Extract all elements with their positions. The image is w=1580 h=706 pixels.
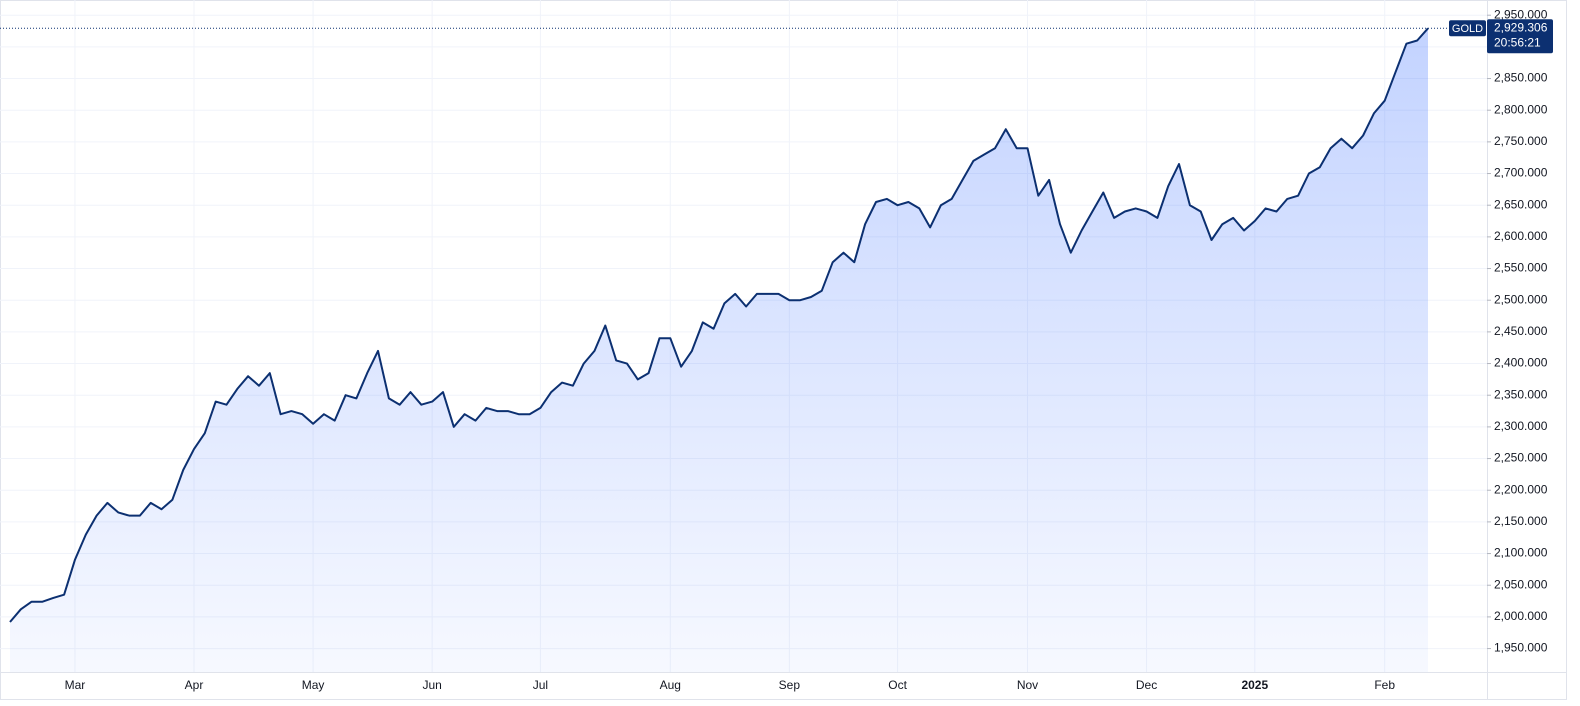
y-tick-label: 2,300.000: [1494, 419, 1548, 433]
y-tick-label: 2,000.000: [1494, 609, 1548, 623]
symbol-tag: [1449, 20, 1486, 37]
y-tick-label: 2,850.000: [1494, 71, 1548, 85]
y-tick-label: 1,950.000: [1494, 641, 1548, 655]
y-tick-label: 2,950.000: [1494, 7, 1548, 21]
symbol-label: GOLD: [1452, 23, 1483, 35]
y-tick-label: 2,450.000: [1494, 324, 1548, 338]
countdown-label: 20:56:21: [1494, 35, 1541, 49]
x-tick-label: Apr: [185, 678, 204, 692]
y-tick-label: 2,500.000: [1494, 292, 1548, 306]
y-tick-label: 2,150.000: [1494, 514, 1548, 528]
x-tick-label: 2025: [1241, 678, 1268, 692]
y-tick-label: 2,750.000: [1494, 134, 1548, 148]
y-tick-label: 2,200.000: [1494, 482, 1548, 496]
y-tick-label: 2,100.000: [1494, 546, 1548, 560]
y-tick-label: 2,350.000: [1494, 387, 1548, 401]
x-tick-label: Mar: [65, 678, 86, 692]
y-tick-label: 2,550.000: [1494, 261, 1548, 275]
y-tick-label: 2,250.000: [1494, 451, 1548, 465]
x-tick-label: May: [302, 678, 325, 692]
y-tick-label: 2,050.000: [1494, 577, 1548, 591]
x-tick-label: Jun: [422, 678, 441, 692]
x-tick-label: Nov: [1017, 678, 1038, 692]
y-tick-label: 2,650.000: [1494, 197, 1548, 211]
y-tick-label: 2,800.000: [1494, 102, 1548, 116]
x-tick-label: Aug: [660, 678, 681, 692]
line: [9, 27, 1429, 623]
x-tick-label: Sep: [779, 678, 801, 692]
y-tick-label: 2,600.000: [1494, 229, 1548, 243]
area-fill: [10, 28, 1428, 673]
x-tick-label: Jul: [533, 678, 548, 692]
last-value-label: 2,929.306: [1494, 20, 1548, 34]
y-tick-label: 2,400.000: [1494, 356, 1548, 370]
x-tick-label: Feb: [1374, 678, 1395, 692]
x-tick-label: Oct: [888, 678, 907, 692]
y-tick-label: 2,700.000: [1494, 166, 1548, 180]
x-tick-label: Dec: [1136, 678, 1157, 692]
price-tag: [1487, 19, 1553, 54]
